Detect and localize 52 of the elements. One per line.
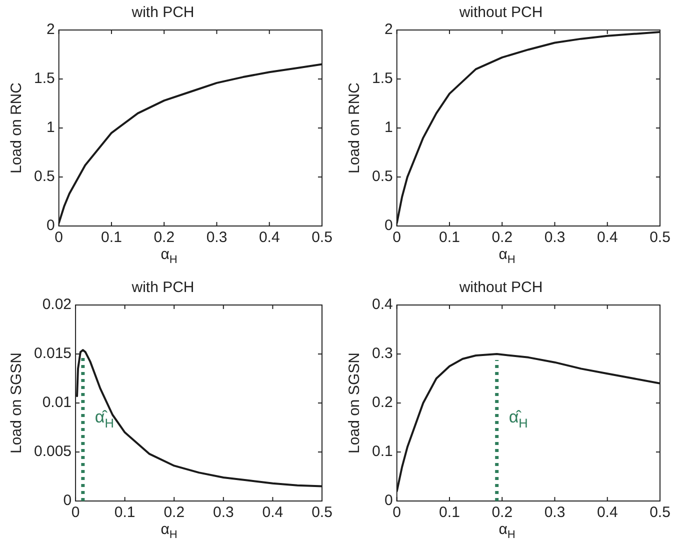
y-tick-label: 0.4 bbox=[372, 296, 393, 314]
x-tick-label: 0.5 bbox=[650, 229, 670, 246]
y-tick-label: 1 bbox=[384, 119, 393, 136]
x-axis-title: α$_{H}$ bbox=[160, 246, 178, 266]
y-axis-title: Load on SGSN bbox=[8, 352, 26, 454]
y-tick-label: 1 bbox=[46, 119, 55, 136]
x-tick-label: 0.1 bbox=[114, 504, 136, 522]
x-tick-label: 0.5 bbox=[312, 504, 332, 522]
y-tick-label: 0.5 bbox=[34, 168, 55, 186]
y-tick-label: 0.015 bbox=[34, 345, 72, 362]
x-tick-label: 0.3 bbox=[212, 504, 234, 522]
y-tick-label: 0.3 bbox=[372, 345, 393, 362]
x-tick-label: 0.4 bbox=[596, 504, 618, 522]
y-axis-title: Load on RNC bbox=[8, 82, 26, 174]
y-tick-label: 0.5 bbox=[372, 168, 393, 186]
y-tick-label: 1.5 bbox=[372, 70, 393, 88]
y-axis-title: Load on SGSN bbox=[346, 352, 364, 454]
x-axis-title: α$_{H}$ bbox=[498, 246, 516, 266]
x-tick-label: 0.2 bbox=[492, 229, 513, 246]
y-tick-label: 0.005 bbox=[34, 443, 72, 460]
x-tick-label: 0.4 bbox=[262, 504, 284, 522]
x-tick-label: 0.3 bbox=[206, 229, 228, 246]
x-tick-label: 0.5 bbox=[312, 229, 332, 246]
y-tick-label: 2 bbox=[384, 21, 393, 38]
x-tick-label: 0.1 bbox=[439, 504, 460, 522]
x-tick-label: 0.4 bbox=[596, 229, 618, 246]
y-tick-label: 0 bbox=[384, 217, 393, 234]
x-tick-label: 0.5 bbox=[650, 504, 670, 522]
y-tick-label: 0 bbox=[384, 492, 393, 510]
y-tick-label: 0 bbox=[46, 217, 55, 234]
y-axis-title: Load on RNC bbox=[346, 82, 364, 174]
x-axis-title: α$_{H}$ bbox=[160, 521, 178, 541]
chart-title: with PCH bbox=[130, 279, 194, 296]
chart-title: without PCH bbox=[458, 4, 543, 22]
y-tick-label: 0.02 bbox=[42, 296, 72, 314]
x-tick-label: 0.2 bbox=[492, 504, 513, 522]
x-axis-title: α$_{H}$ bbox=[498, 521, 516, 541]
x-tick-label: 0.1 bbox=[439, 229, 460, 246]
x-tick-label: 0.1 bbox=[101, 229, 122, 246]
chart-title: with PCH bbox=[130, 4, 194, 22]
x-tick-label: 0.3 bbox=[544, 504, 566, 522]
chart-title: without PCH bbox=[458, 279, 543, 296]
x-tick-label: 0.4 bbox=[258, 229, 280, 246]
y-tick-label: 0.01 bbox=[42, 394, 72, 412]
y-tick-label: 0.1 bbox=[372, 443, 393, 460]
x-tick-label: 0.2 bbox=[154, 229, 175, 246]
y-tick-label: 0 bbox=[63, 492, 72, 510]
y-tick-label: 2 bbox=[46, 21, 55, 38]
x-tick-label: 0.2 bbox=[164, 504, 185, 522]
x-tick-label: 0.3 bbox=[544, 229, 566, 246]
y-tick-label: 0.2 bbox=[372, 394, 393, 412]
y-tick-label: 1.5 bbox=[34, 70, 55, 88]
